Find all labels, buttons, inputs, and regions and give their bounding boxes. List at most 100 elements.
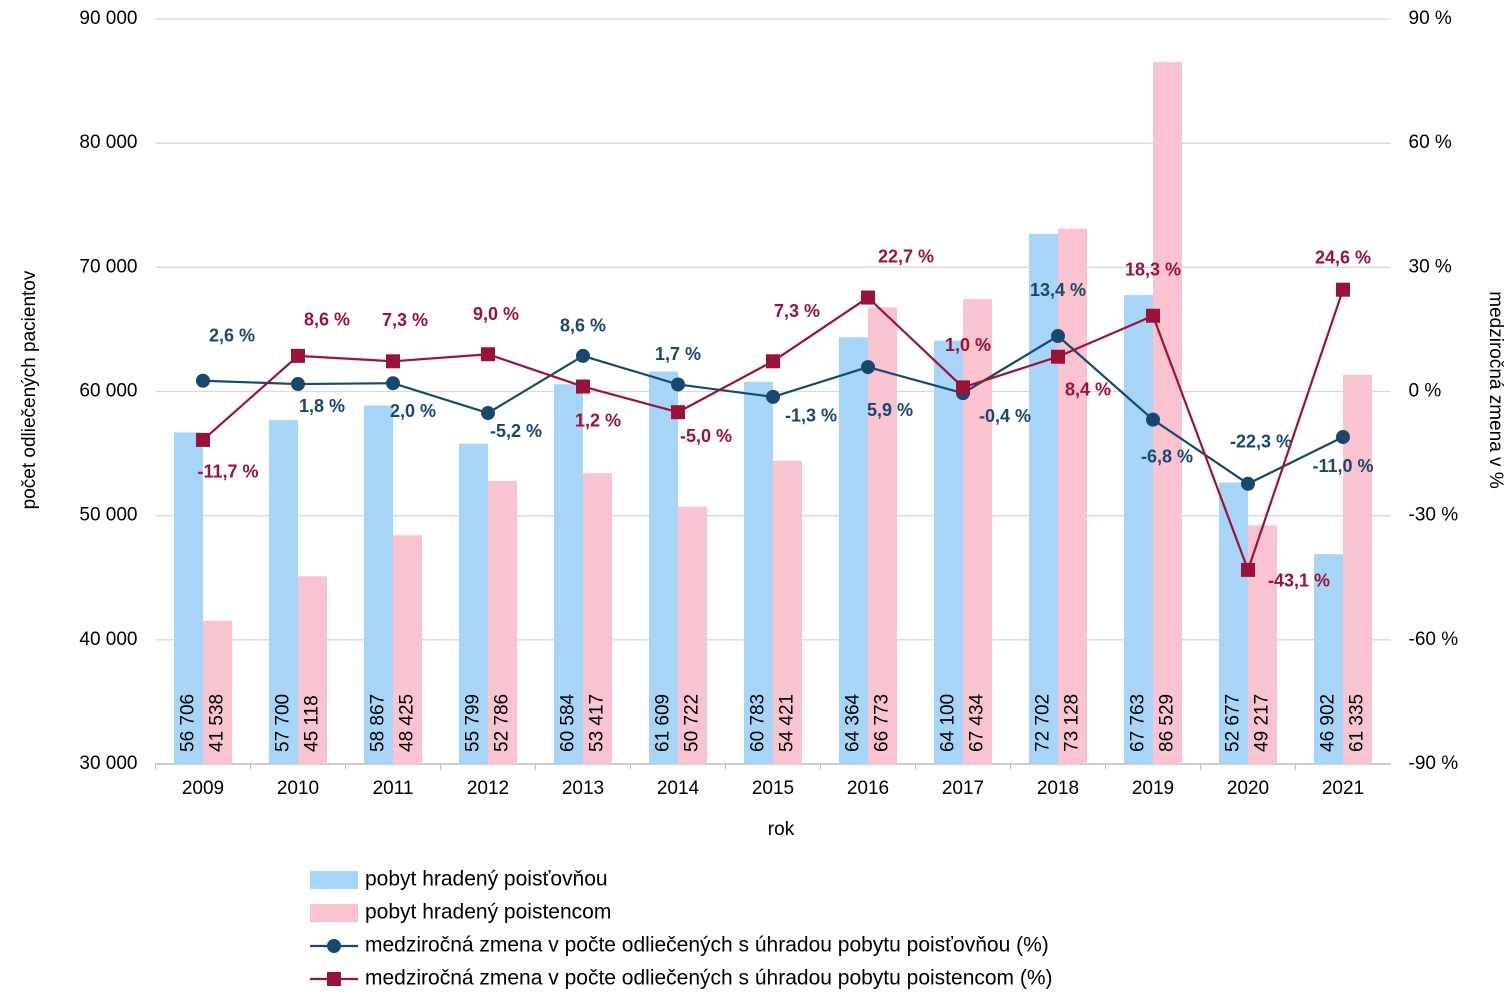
x-tick-label: 2011 — [373, 778, 414, 799]
line-value-label: 9,0 % — [473, 304, 519, 324]
x-tick-label: 2012 — [467, 778, 509, 799]
line-value-label: 13,4 % — [1030, 280, 1086, 300]
bar-value-label: 48 425 — [397, 694, 418, 752]
line-value-label: -1,3 % — [785, 406, 837, 426]
marker — [956, 380, 970, 395]
y2-tick-label: 30 % — [1409, 256, 1452, 277]
x-tick-label: 2018 — [1037, 778, 1079, 799]
marker — [1051, 329, 1065, 344]
line-value-label: 7,3 % — [774, 301, 820, 321]
line-value-label: 1,0 % — [945, 335, 991, 355]
marker — [1336, 430, 1350, 445]
bar-value-label: 53 417 — [587, 694, 608, 752]
x-tick-label: 2016 — [847, 778, 889, 799]
legend-label: pobyt hradený poisťovňou — [365, 868, 608, 891]
marker — [1241, 562, 1255, 577]
marker — [1146, 412, 1160, 427]
line-value-label: 1,8 % — [299, 396, 345, 416]
bar — [393, 535, 422, 764]
bar-value-label: 67 434 — [967, 693, 988, 752]
bar — [678, 506, 707, 764]
bar — [649, 371, 678, 764]
x-tick-label: 2014 — [657, 778, 700, 799]
bar-value-label: 60 584 — [558, 693, 579, 752]
bar — [554, 384, 583, 764]
marker — [1241, 476, 1255, 491]
bar-value-label: 52 786 — [492, 694, 513, 752]
bar — [1058, 228, 1087, 764]
line-value-label: 7,3 % — [382, 310, 428, 330]
bar — [459, 443, 488, 764]
line-value-label: -6,8 % — [1141, 446, 1193, 466]
y2-tick-label: 60 % — [1409, 132, 1452, 153]
x-tick-label: 2015 — [752, 778, 794, 799]
bar — [963, 299, 992, 764]
bar-value-label: 54 421 — [777, 694, 798, 752]
y2-tick-label: 0 % — [1409, 381, 1442, 402]
x-tick-label: 2013 — [562, 778, 604, 799]
bar-value-label: 58 867 — [368, 694, 389, 752]
bar-value-label: 55 799 — [463, 694, 484, 752]
bar-value-label: 61 335 — [1347, 694, 1368, 752]
bar-value-label: 64 364 — [843, 693, 864, 752]
bar-value-label: 66 773 — [872, 694, 893, 752]
marker — [291, 377, 305, 392]
y-tick-label: 30 000 — [79, 753, 137, 774]
bar-value-label: 57 700 — [273, 694, 294, 752]
legend-label: medziročná zmena v počte odliečených s ú… — [365, 934, 1049, 957]
line-value-label: 8,4 % — [1065, 379, 1111, 399]
marker — [861, 360, 875, 375]
y2-tick-label: -60 % — [1409, 629, 1459, 650]
x-tick-label: 2010 — [277, 778, 319, 799]
line-value-label: 8,6 % — [304, 310, 350, 330]
marker — [671, 405, 685, 420]
y2-tick-label: -30 % — [1409, 505, 1459, 526]
y-axis-label: počet odliečených pacientov — [19, 270, 40, 509]
bar-value-label: 50 722 — [682, 694, 703, 752]
line-value-label: 2,6 % — [209, 325, 255, 345]
bar — [1029, 233, 1058, 764]
marker — [1146, 308, 1160, 323]
legend-marker — [327, 939, 341, 953]
bar — [744, 381, 773, 764]
line-value-label: -43,1 % — [1268, 571, 1330, 591]
bar-value-label: 46 902 — [1318, 694, 1339, 752]
bar-value-label: 60 783 — [748, 694, 769, 752]
bar-value-label: 64 100 — [938, 694, 959, 752]
line-value-label: -22,3 % — [1230, 432, 1292, 452]
bar — [298, 576, 327, 764]
marker — [766, 389, 780, 404]
x-tick-label: 2017 — [942, 778, 984, 799]
y-tick-label: 50 000 — [79, 505, 137, 526]
bar-value-label: 45 118 — [302, 695, 323, 752]
line-value-label: -5,2 % — [490, 421, 542, 441]
x-tick-label: 2019 — [1132, 778, 1174, 799]
marker — [861, 290, 875, 305]
bar — [269, 420, 298, 764]
line-value-label: -0,4 % — [979, 406, 1031, 426]
bar — [364, 405, 393, 764]
legend-label: medziročná zmena v počte odliečených s ú… — [365, 967, 1053, 990]
marker — [196, 432, 210, 447]
bar-value-label: 73 128 — [1062, 694, 1083, 752]
x-tick-label: 2021 — [1322, 778, 1364, 799]
marker — [196, 373, 210, 388]
bar — [1153, 62, 1182, 764]
bar-value-label: 49 217 — [1252, 694, 1273, 752]
bar-value-label: 41 538 — [207, 694, 228, 752]
marker — [671, 377, 685, 392]
line-value-label: 2,0 % — [390, 401, 436, 421]
line-value-label: 1,2 % — [575, 410, 621, 430]
bar-value-label: 86 529 — [1157, 694, 1178, 752]
y-tick-label: 70 000 — [79, 256, 137, 277]
bar — [868, 307, 897, 764]
marker — [386, 354, 400, 369]
line-value-label: -11,7 % — [197, 462, 258, 482]
legend-swatch — [310, 904, 358, 922]
legend-swatch — [310, 871, 358, 889]
marker — [481, 347, 495, 362]
bar — [174, 432, 203, 764]
marker — [291, 348, 305, 363]
line-value-label: 18,3 % — [1125, 260, 1181, 280]
